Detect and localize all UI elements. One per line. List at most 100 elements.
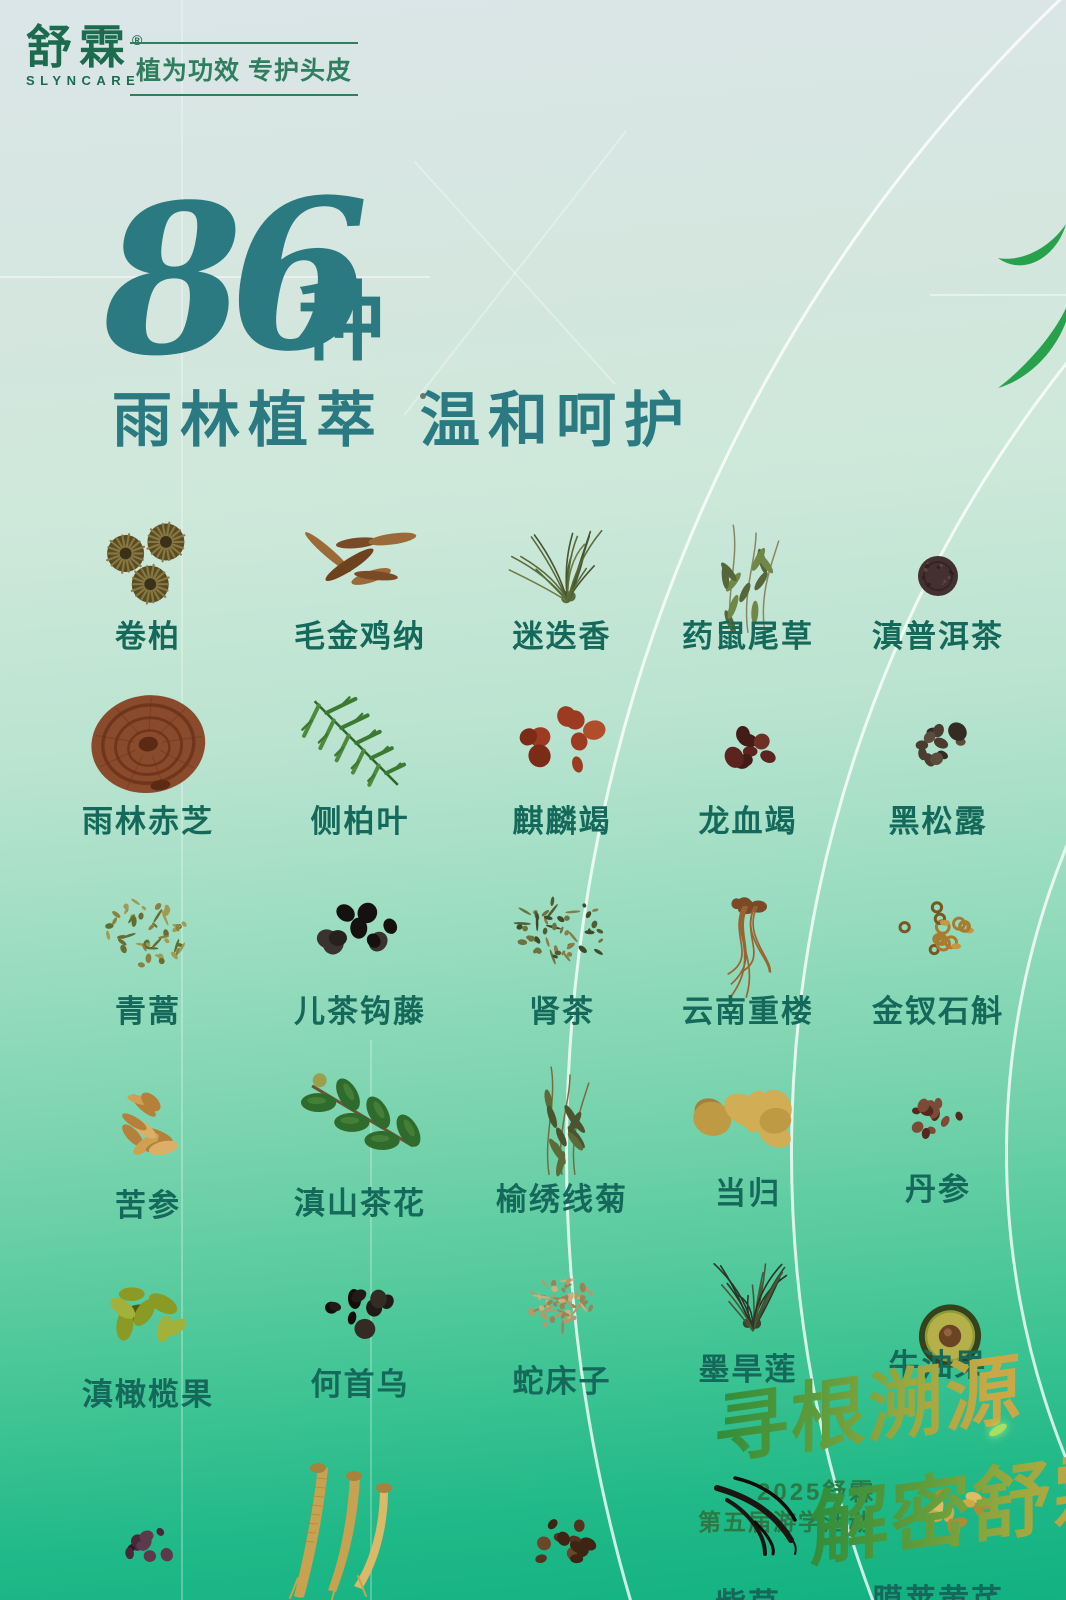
specimen-avocado-half [917, 1303, 983, 1374]
specimen-image [325, 1289, 394, 1339]
specimen-image [693, 1089, 792, 1148]
specimen-image [918, 1304, 982, 1368]
specimen-angelica-root [690, 1086, 806, 1163]
specimen-image [110, 1287, 187, 1343]
specimen-dark-purple-flakes [117, 1516, 179, 1577]
brand-name-cn: 舒霖® [26, 21, 143, 73]
specimen-sophora-root [116, 1075, 180, 1174]
brand-tagline: 植为功效 专护头皮 [130, 42, 358, 96]
plant-label-puer-tea-cake: 滇普洱茶 [872, 619, 1004, 654]
plant-label-reishi-mushroom: 雨林赤芝 [82, 804, 214, 839]
plant-label-salvia-root: 丹参 [905, 1172, 971, 1207]
specimen-paris-root [710, 890, 786, 1007]
plant-label-astragalus-pods: 膜荚黄芪 [828, 1582, 1048, 1600]
panel-seam [930, 294, 1066, 296]
plant-label-avocado-half: 牛油果 [828, 1347, 1048, 1385]
specimen-gromwell-twigs [705, 1462, 801, 1563]
specimen-image [911, 1097, 963, 1139]
panel-seam [181, 0, 183, 1600]
plant-label-sweet-wormwood: 青蒿 [115, 994, 181, 1029]
specimen-dendrobium [895, 897, 981, 964]
specimen-image [528, 1277, 594, 1335]
plant-label-cinchona-bark: 毛金鸡纳 [294, 619, 426, 654]
specimen-medicinal-sage [692, 517, 804, 648]
specimen-image [713, 1263, 788, 1332]
brand-name-en: SLYNCARE [26, 73, 141, 88]
hero-subtitle: 雨林植萃 温和呵护 [112, 388, 692, 454]
specimen-thuja-leaf [297, 691, 423, 798]
specimen-image [300, 1073, 421, 1150]
plant-label-kidney-tea: 肾茶 [529, 994, 595, 1029]
specimen-image [316, 902, 398, 955]
specimen-camellia-branch [297, 1069, 423, 1168]
specimen-image [544, 1066, 590, 1177]
plant-label-camellia-branch: 滇山茶花 [294, 1186, 426, 1221]
specimen-reishi-mushroom [86, 689, 210, 800]
specimen-image [122, 1092, 178, 1156]
wall-speck [420, 393, 426, 399]
plant-label-spiraea-sprig: 榆绣线菊 [496, 1182, 628, 1217]
specimen-image [105, 898, 187, 968]
plant-label-medicinal-sage: 药鼠尾草 [682, 619, 814, 654]
specimen-image [714, 1476, 797, 1556]
plant-label-cnidium-seeds: 蛇床子 [512, 1364, 612, 1399]
specimen-kidney-tea [509, 890, 615, 979]
specimen-image [898, 901, 974, 956]
specimen-image [727, 897, 772, 998]
panel-seam [0, 276, 430, 278]
plant-label-gromwell-twigs: 紫草 [638, 1586, 858, 1600]
plant-label-eclipta-herb: 墨旱莲 [638, 1351, 858, 1389]
specimen-image [106, 521, 186, 605]
specimen-yunnan-olive [105, 1274, 191, 1359]
specimen-cinchona-bark [294, 522, 426, 603]
plant-label-black-truffle: 黑松露 [888, 804, 988, 839]
specimen-cnidium-seeds [525, 1273, 599, 1340]
plant-label-angelica-root: 当归 [715, 1176, 781, 1211]
plant-label-paris-root: 云南重楼 [682, 994, 814, 1029]
plant-label-rosemary: 迷迭香 [512, 619, 612, 654]
specimen-image [508, 529, 603, 604]
specimen-astragalus-pods [917, 1471, 993, 1542]
specimen-fo-ti-root [322, 1270, 398, 1347]
specimen-puer-tea-cake [917, 555, 959, 602]
specimen-image [91, 695, 206, 794]
plant-label-fo-ti-root: 何首乌 [310, 1367, 410, 1402]
specimen-image [289, 1462, 392, 1600]
specimen-image [519, 706, 606, 773]
crease-line [414, 160, 616, 385]
plant-label-thuja-leaf: 侧柏叶 [310, 804, 410, 839]
specimen-image [925, 1489, 991, 1537]
specimen-image [301, 696, 407, 787]
specimen-ginseng-roots [288, 1458, 408, 1600]
registered-mark: ® [132, 32, 143, 48]
specimen-image [535, 1519, 597, 1564]
specimen-image [724, 725, 776, 769]
specimen-image [721, 524, 780, 634]
brand-logo: 舒霖® SLYNCARE [26, 24, 142, 88]
specimen-image [305, 532, 417, 585]
plant-label-catechu-uncaria: 儿茶钩藤 [294, 994, 426, 1029]
specimen-rosemary [506, 517, 618, 618]
plant-label-selaginella-rosette: 卷柏 [115, 619, 181, 654]
specimen-black-truffle [897, 709, 979, 776]
specimen-catechu-uncaria [314, 899, 406, 970]
specimen-image [915, 722, 967, 767]
specimen-salvia-root [902, 1086, 974, 1151]
specimen-brown-seeds [522, 1509, 602, 1584]
leaf-graphic [998, 224, 1066, 388]
panel-seam [370, 1040, 372, 1600]
specimen-image [918, 556, 958, 596]
plant-label-dendrobium: 金钗石斛 [872, 994, 1004, 1029]
specimen-image [125, 1527, 173, 1562]
specimen-eclipta-herb [700, 1255, 796, 1346]
specimen-selaginella-rosette [92, 517, 204, 618]
specimen-spiraea-sprig [519, 1059, 605, 1190]
specimen-dragon-blood-resin [710, 713, 786, 776]
plant-label-kylin-resin: 麒麟竭 [512, 804, 612, 839]
specimen-image [513, 896, 604, 965]
specimen-sweet-wormwood [102, 892, 194, 977]
plant-label-dragon-blood-resin: 龙血竭 [698, 804, 798, 839]
plant-label-yunnan-olive: 滇橄榄果 [82, 1377, 214, 1412]
specimen-kylin-resin [514, 706, 610, 783]
